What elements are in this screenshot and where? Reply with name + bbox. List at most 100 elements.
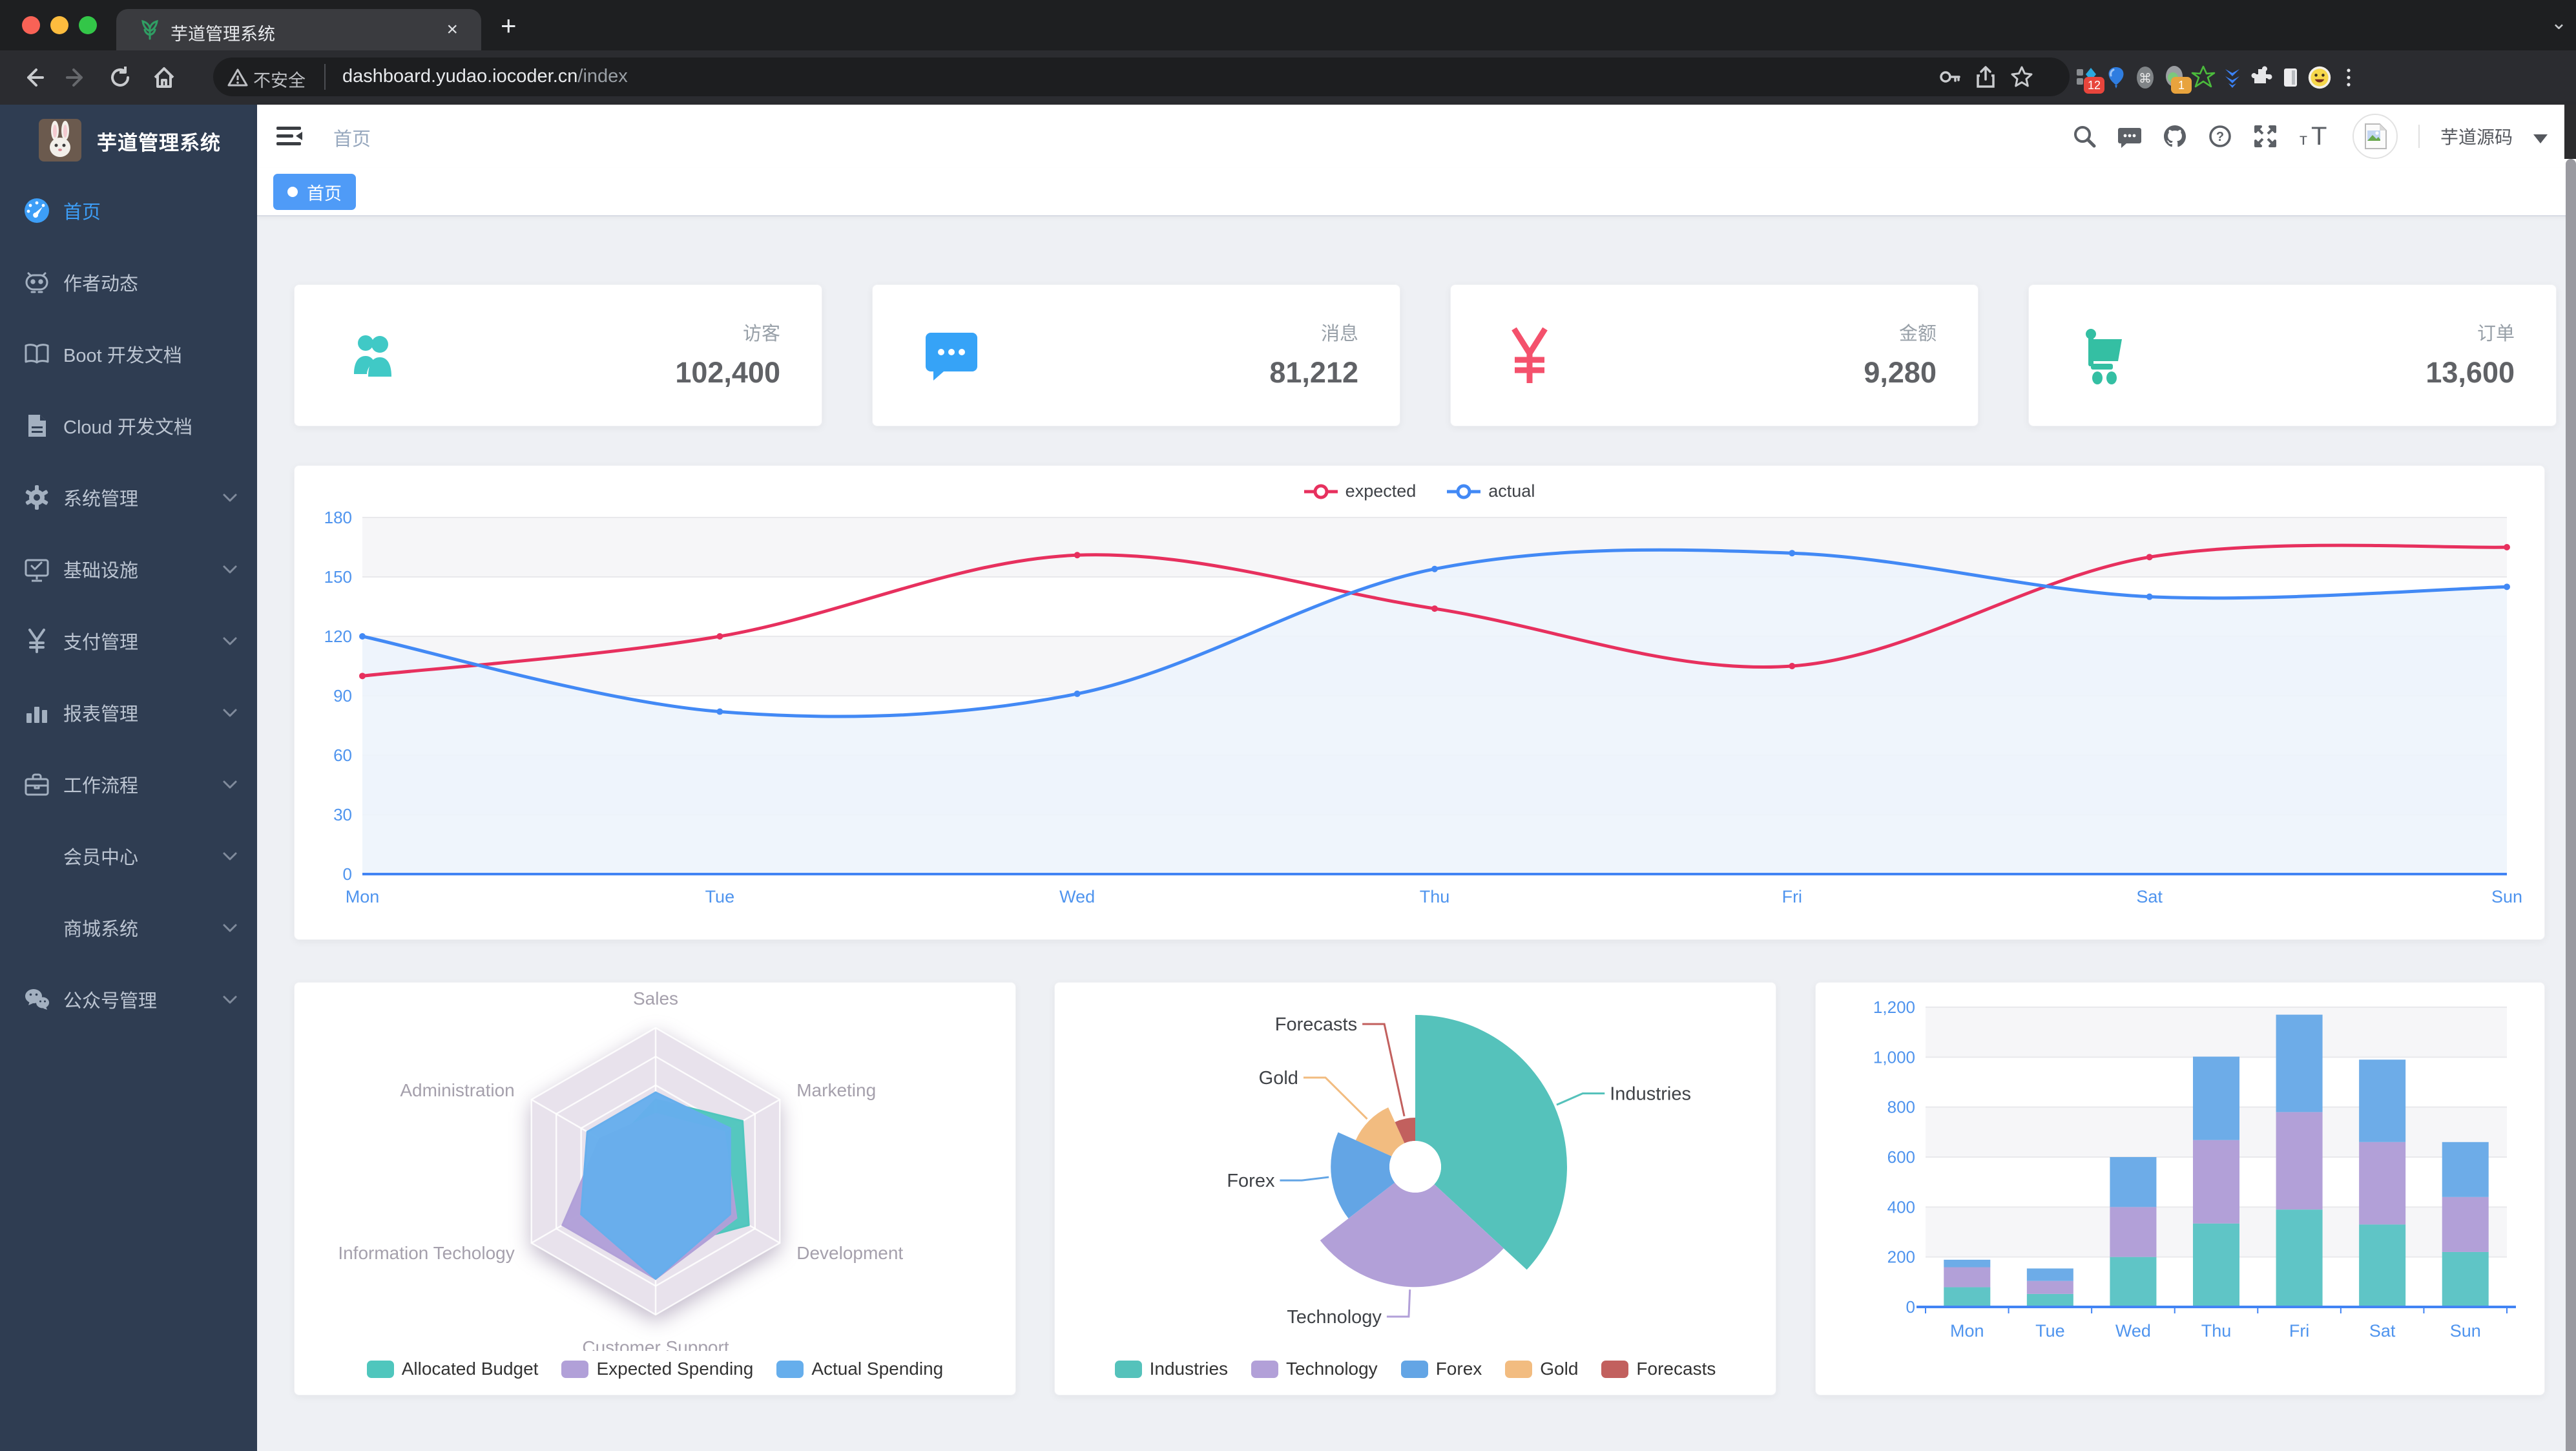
sidebar-item-5[interactable]: 系统管理: [0, 461, 257, 533]
traffic-light-close[interactable]: [22, 16, 40, 34]
stat-card-2[interactable]: 消息 81,212: [872, 284, 1400, 426]
forward-icon[interactable]: [62, 63, 90, 92]
github-icon[interactable]: [2163, 124, 2187, 149]
search-icon[interactable]: [2072, 124, 2097, 149]
hamburger-icon[interactable]: [274, 122, 304, 151]
url-text[interactable]: dashboard.yudao.iocoder.cn/index: [342, 66, 628, 87]
legend-swatch: [1505, 1360, 1533, 1378]
legend-item-forecasts[interactable]: Forecasts: [1601, 1359, 1716, 1379]
sidebar-item-9[interactable]: 工作流程: [0, 748, 257, 820]
share-icon[interactable]: [1974, 65, 1997, 89]
breadcrumb[interactable]: 首页: [333, 129, 371, 150]
stat-card-value: 81,212: [1269, 356, 1358, 389]
radar-chart[interactable]: Sales Marketing Development Customer Suppor…: [295, 983, 1017, 1351]
user-avatar-broken-image-icon[interactable]: [2352, 114, 2398, 159]
legend-item-technology[interactable]: Technology: [1251, 1359, 1378, 1379]
scrollbar-thumb[interactable]: [2566, 159, 2576, 1451]
extension-command-icon[interactable]: ⌘: [2133, 65, 2157, 90]
sidebar-item-1[interactable]: 首页: [0, 174, 257, 246]
legend-item-expected-spending[interactable]: Expected Spending: [561, 1359, 753, 1379]
sidebar-item-4[interactable]: Cloud 开发文档: [0, 390, 257, 461]
sidebar-item-label: 作者动态: [63, 273, 139, 295]
reload-icon[interactable]: [106, 63, 134, 92]
stat-card-text: 金额 9,280: [1864, 318, 1937, 390]
username-dropdown[interactable]: 芋道源码: [2440, 127, 2513, 147]
profile-avatar[interactable]: [2307, 65, 2332, 90]
pie-chart[interactable]: Industries Technology Forex Gold Forecasts: [1055, 983, 1777, 1351]
stat-card-1[interactable]: 访客 102,400: [294, 284, 822, 426]
svg-text:180: 180: [324, 508, 352, 527]
extension-recorder-icon[interactable]: 1: [2162, 65, 2192, 94]
sidebar-item-7[interactable]: 支付管理: [0, 605, 257, 676]
sidebar-item-6[interactable]: 基础设施: [0, 533, 257, 605]
chevron-down-icon: [221, 847, 239, 865]
tag-home[interactable]: 首页: [273, 174, 356, 210]
password-key-icon[interactable]: [1938, 65, 1961, 89]
security-label[interactable]: 不安全: [253, 71, 306, 90]
app-page: 芋道管理系统 首页作者动态 Boot 开发文档 Cloud 开发文档 系统管理 基础设施…: [0, 105, 2576, 1451]
stat-card-3[interactable]: 金额 9,280: [1450, 284, 1979, 426]
sidebar-item-2[interactable]: 作者动态: [0, 246, 257, 318]
traffic-light-zoom[interactable]: [79, 16, 97, 34]
legend-item-actual-spending[interactable]: Actual Spending: [776, 1359, 943, 1379]
help-icon[interactable]: ?: [2208, 124, 2232, 149]
line-chart[interactable]: 0 30 60 90 120 150 180 Mon Tue Wed Thu Fri Sat Sun: [295, 466, 2546, 941]
stat-card-label: 金额: [1898, 324, 1937, 344]
legend-item-forex[interactable]: Forex: [1400, 1359, 1482, 1379]
traffic-light-minimize[interactable]: [50, 16, 68, 34]
tag-label: 首页: [307, 183, 342, 204]
bar-chart[interactable]: Mon Tue Wed Thu Fri Sat Sun 0 200 400 600 800 1,000 1…: [1816, 983, 2546, 1396]
warning-icon: [227, 68, 248, 87]
caret-down-icon[interactable]: [2533, 134, 2548, 143]
sidebar-item-8[interactable]: 报表管理: [0, 676, 257, 748]
legend-item-expected[interactable]: expected: [1304, 481, 1416, 501]
svg-text:T: T: [2311, 124, 2327, 149]
legend-swatch: [366, 1360, 394, 1378]
bar-chart-card: Mon Tue Wed Thu Fri Sat Sun 0 200 400 600 800 1,000 1…: [1815, 982, 2545, 1395]
new-tab-button[interactable]: +: [501, 10, 517, 41]
extensions-puzzle-icon[interactable]: [2249, 65, 2274, 90]
logo-row[interactable]: 芋道管理系统: [0, 105, 257, 174]
home-icon[interactable]: [150, 63, 178, 92]
legend-item-gold[interactable]: Gold: [1505, 1359, 1578, 1379]
legend-item-allocated-budget[interactable]: Allocated Budget: [366, 1359, 538, 1379]
svg-text:1,000: 1,000: [1873, 1047, 1915, 1067]
legend-label: Industries: [1149, 1359, 1229, 1379]
extension-grid-icon[interactable]: 12: [2075, 65, 2104, 94]
stat-card-4[interactable]: 订单 13,600: [2028, 284, 2557, 426]
legend-label: actual: [1488, 481, 1535, 501]
tab-close-icon[interactable]: ×: [446, 19, 458, 40]
side-panel-icon[interactable]: [2278, 65, 2303, 90]
sidebar-item-3[interactable]: Boot 开发文档: [0, 318, 257, 390]
legend-item-industries[interactable]: Industries: [1114, 1359, 1229, 1379]
legend-item-actual[interactable]: actual: [1447, 481, 1535, 501]
svg-text:Fri: Fri: [2289, 1321, 2309, 1341]
legend-label: Gold: [1540, 1359, 1579, 1379]
sidebar-item-10[interactable]: 会员中心: [0, 820, 257, 892]
back-icon[interactable]: [19, 63, 48, 92]
cart-icon: [2075, 324, 2140, 388]
svg-text:600: 600: [1887, 1147, 1915, 1167]
legend-swatch: [776, 1360, 804, 1378]
stat-card-text: 访客 102,400: [675, 318, 780, 390]
chevron-down-icon: [221, 704, 239, 722]
browser-menu-kebab-icon[interactable]: [2336, 65, 2361, 90]
svg-text:Mon: Mon: [346, 887, 380, 906]
sidebar-item-12[interactable]: 公众号管理: [0, 963, 257, 1035]
chevron-down-icon[interactable]: ⌄: [2550, 12, 2567, 34]
extension-chevrons-icon[interactable]: [2220, 65, 2245, 90]
bookmark-star-icon[interactable]: [2010, 65, 2033, 89]
message-icon[interactable]: [2117, 124, 2142, 149]
sidebar-item-11[interactable]: 商城系统: [0, 892, 257, 963]
fullscreen-icon[interactable]: [2253, 124, 2278, 149]
svg-text:Development: Development: [796, 1243, 903, 1263]
extension-balloon-icon[interactable]: [2104, 65, 2128, 90]
no-icon: [22, 913, 52, 943]
address-bar[interactable]: 不安全 dashboard.yudao.iocoder.cn/index: [213, 57, 2070, 96]
browser-tabstrip: 芋道管理系统 × + ⌄: [0, 0, 2576, 50]
browser-tab[interactable]: 芋道管理系统 ×: [116, 9, 481, 50]
no-icon: [22, 841, 52, 871]
extension-star-icon[interactable]: [2191, 65, 2216, 90]
svg-text:150: 150: [324, 567, 352, 587]
